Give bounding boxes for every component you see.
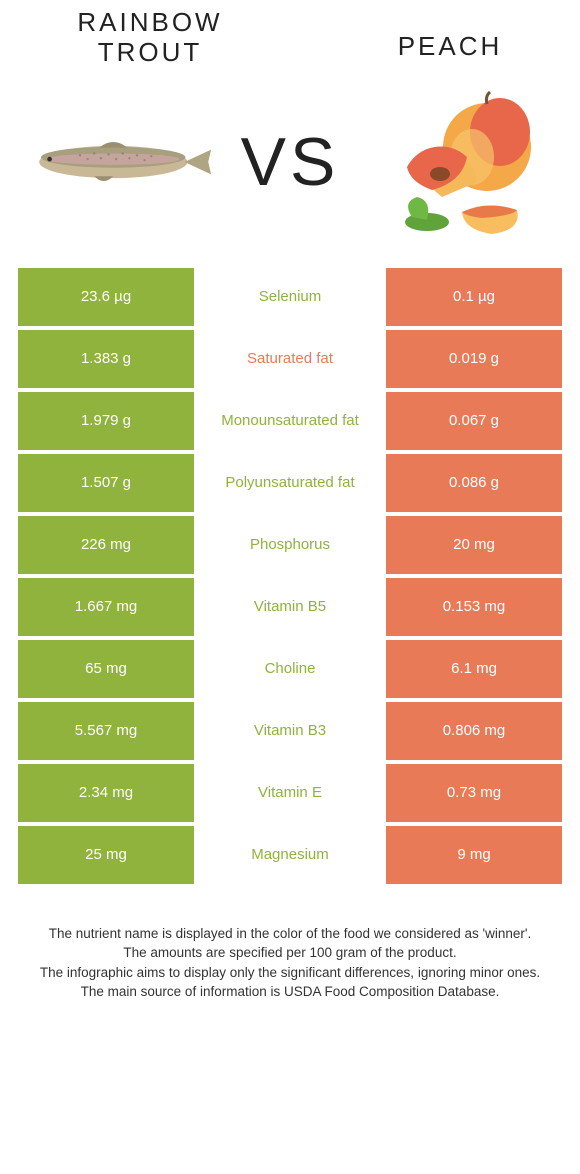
- left-value: 1.383 g: [18, 330, 194, 388]
- right-value: 0.806 mg: [386, 702, 562, 760]
- table-row: 23.6 µgSelenium0.1 µg: [18, 268, 562, 326]
- table-row: 1.383 gSaturated fat0.019 g: [18, 330, 562, 388]
- right-value: 0.067 g: [386, 392, 562, 450]
- left-value: 1.979 g: [18, 392, 194, 450]
- left-food-image: [18, 77, 218, 247]
- header: Rainbow trout Peach: [0, 0, 580, 68]
- peach-icon: [372, 82, 552, 242]
- nutrient-name: Choline: [194, 640, 386, 698]
- footer-line: The infographic aims to display only the…: [30, 963, 550, 983]
- nutrient-name: Polyunsaturated fat: [194, 454, 386, 512]
- table-row: 1.667 mgVitamin B50.153 mg: [18, 578, 562, 636]
- nutrient-name: Selenium: [194, 268, 386, 326]
- nutrient-name: Magnesium: [194, 826, 386, 884]
- nutrient-table: 23.6 µgSelenium0.1 µg1.383 gSaturated fa…: [0, 268, 580, 884]
- right-food-title: Peach: [360, 8, 540, 68]
- nutrient-name: Vitamin B5: [194, 578, 386, 636]
- right-value: 0.019 g: [386, 330, 562, 388]
- left-value: 1.667 mg: [18, 578, 194, 636]
- table-row: 1.979 gMonounsaturated fat0.067 g: [18, 392, 562, 450]
- right-food-image: [362, 77, 562, 247]
- nutrient-name: Vitamin E: [194, 764, 386, 822]
- right-value: 0.153 mg: [386, 578, 562, 636]
- left-value: 25 mg: [18, 826, 194, 884]
- table-row: 2.34 mgVitamin E0.73 mg: [18, 764, 562, 822]
- left-food-title: Rainbow trout: [40, 8, 260, 68]
- nutrient-name: Saturated fat: [194, 330, 386, 388]
- left-value: 226 mg: [18, 516, 194, 574]
- vs-label: VS: [241, 123, 340, 201]
- table-row: 1.507 gPolyunsaturated fat0.086 g: [18, 454, 562, 512]
- images-row: VS: [0, 68, 580, 268]
- table-row: 65 mgCholine6.1 mg: [18, 640, 562, 698]
- trout-icon: [23, 127, 213, 197]
- left-value: 65 mg: [18, 640, 194, 698]
- nutrient-name: Phosphorus: [194, 516, 386, 574]
- footer-notes: The nutrient name is displayed in the co…: [0, 888, 580, 1002]
- footer-line: The main source of information is USDA F…: [30, 982, 550, 1002]
- footer-line: The amounts are specified per 100 gram o…: [30, 943, 550, 963]
- left-value: 5.567 mg: [18, 702, 194, 760]
- left-value: 2.34 mg: [18, 764, 194, 822]
- left-value: 23.6 µg: [18, 268, 194, 326]
- footer-line: The nutrient name is displayed in the co…: [30, 924, 550, 944]
- left-value: 1.507 g: [18, 454, 194, 512]
- right-value: 20 mg: [386, 516, 562, 574]
- nutrient-name: Vitamin B3: [194, 702, 386, 760]
- table-row: 226 mgPhosphorus20 mg: [18, 516, 562, 574]
- table-row: 5.567 mgVitamin B30.806 mg: [18, 702, 562, 760]
- right-value: 6.1 mg: [386, 640, 562, 698]
- right-value: 9 mg: [386, 826, 562, 884]
- table-row: 25 mgMagnesium9 mg: [18, 826, 562, 884]
- right-value: 0.1 µg: [386, 268, 562, 326]
- nutrient-name: Monounsaturated fat: [194, 392, 386, 450]
- right-value: 0.086 g: [386, 454, 562, 512]
- right-value: 0.73 mg: [386, 764, 562, 822]
